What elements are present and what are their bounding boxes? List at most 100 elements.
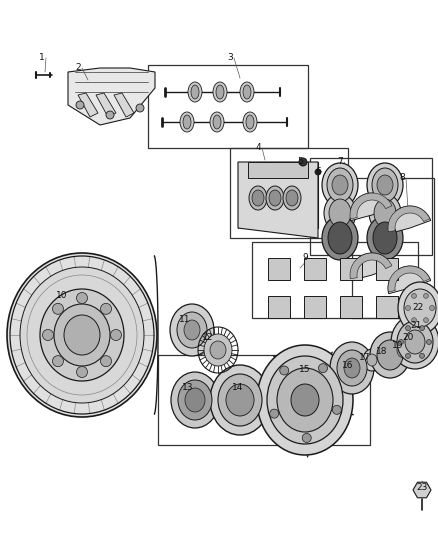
- Circle shape: [406, 326, 410, 330]
- Wedge shape: [350, 253, 392, 279]
- Polygon shape: [304, 258, 326, 280]
- Ellipse shape: [266, 186, 284, 210]
- Wedge shape: [388, 206, 430, 232]
- Ellipse shape: [7, 253, 157, 417]
- Ellipse shape: [243, 112, 257, 132]
- Ellipse shape: [329, 199, 351, 227]
- Ellipse shape: [170, 304, 214, 356]
- Ellipse shape: [185, 388, 205, 412]
- Circle shape: [280, 366, 289, 375]
- Ellipse shape: [210, 112, 224, 132]
- Text: 16: 16: [342, 360, 354, 369]
- Ellipse shape: [54, 304, 110, 366]
- Ellipse shape: [257, 345, 353, 455]
- Text: 12: 12: [202, 334, 214, 343]
- Ellipse shape: [240, 82, 254, 102]
- Circle shape: [424, 318, 428, 322]
- Ellipse shape: [398, 282, 438, 334]
- Ellipse shape: [404, 289, 436, 327]
- Text: 22: 22: [412, 303, 424, 312]
- Circle shape: [430, 305, 434, 311]
- Ellipse shape: [64, 315, 100, 355]
- Text: 10: 10: [56, 290, 68, 300]
- Circle shape: [53, 356, 64, 367]
- Ellipse shape: [171, 372, 219, 428]
- Bar: [310, 158, 432, 255]
- Circle shape: [411, 293, 417, 298]
- Bar: [148, 65, 308, 148]
- Ellipse shape: [367, 163, 403, 207]
- Polygon shape: [238, 162, 318, 238]
- Text: 19: 19: [392, 341, 404, 350]
- Circle shape: [270, 409, 279, 418]
- Circle shape: [318, 364, 328, 373]
- Polygon shape: [268, 258, 290, 280]
- Circle shape: [302, 433, 311, 442]
- Text: 8: 8: [399, 174, 405, 182]
- Ellipse shape: [210, 341, 226, 359]
- Polygon shape: [268, 296, 290, 318]
- Ellipse shape: [269, 190, 281, 206]
- Ellipse shape: [213, 82, 227, 102]
- Wedge shape: [350, 193, 392, 219]
- Ellipse shape: [183, 115, 191, 129]
- Ellipse shape: [373, 222, 397, 254]
- Ellipse shape: [392, 336, 416, 364]
- Ellipse shape: [184, 320, 200, 340]
- Circle shape: [76, 101, 84, 109]
- Polygon shape: [96, 93, 116, 117]
- Ellipse shape: [286, 190, 298, 206]
- Polygon shape: [376, 258, 398, 280]
- Circle shape: [411, 318, 417, 322]
- Circle shape: [136, 104, 144, 112]
- Circle shape: [53, 303, 64, 314]
- Ellipse shape: [252, 190, 264, 206]
- Polygon shape: [78, 93, 98, 117]
- Polygon shape: [248, 162, 308, 178]
- Ellipse shape: [180, 112, 194, 132]
- Circle shape: [420, 326, 424, 330]
- Ellipse shape: [40, 289, 124, 381]
- Bar: [352, 178, 434, 318]
- Wedge shape: [350, 253, 393, 281]
- Ellipse shape: [249, 186, 267, 210]
- Ellipse shape: [330, 342, 374, 394]
- Text: 4: 4: [255, 143, 261, 152]
- Ellipse shape: [377, 175, 393, 195]
- Text: 3: 3: [227, 53, 233, 62]
- Ellipse shape: [370, 332, 410, 378]
- Circle shape: [101, 303, 112, 314]
- Ellipse shape: [204, 334, 232, 366]
- Circle shape: [77, 367, 88, 377]
- Ellipse shape: [216, 85, 224, 99]
- Ellipse shape: [322, 163, 358, 207]
- Ellipse shape: [391, 315, 438, 369]
- Ellipse shape: [213, 115, 221, 129]
- Circle shape: [424, 293, 428, 298]
- Text: 18: 18: [376, 348, 388, 357]
- Text: 23: 23: [416, 483, 427, 492]
- Text: 15: 15: [299, 366, 311, 375]
- Text: 17: 17: [359, 353, 371, 362]
- Circle shape: [299, 158, 307, 166]
- Ellipse shape: [178, 380, 212, 420]
- Circle shape: [77, 293, 88, 303]
- Text: 20: 20: [403, 334, 413, 343]
- Bar: [252, 242, 418, 318]
- Circle shape: [110, 329, 121, 341]
- Ellipse shape: [210, 365, 270, 435]
- Ellipse shape: [20, 267, 144, 403]
- Ellipse shape: [277, 368, 333, 432]
- Ellipse shape: [397, 321, 433, 363]
- Ellipse shape: [267, 356, 343, 444]
- Text: 1: 1: [39, 53, 45, 62]
- Circle shape: [427, 340, 431, 344]
- Bar: [230, 148, 348, 238]
- Ellipse shape: [177, 312, 207, 348]
- Ellipse shape: [374, 199, 396, 227]
- Polygon shape: [340, 296, 362, 318]
- Circle shape: [406, 353, 410, 358]
- Text: 11: 11: [179, 316, 191, 325]
- Circle shape: [101, 356, 112, 367]
- Polygon shape: [376, 296, 398, 318]
